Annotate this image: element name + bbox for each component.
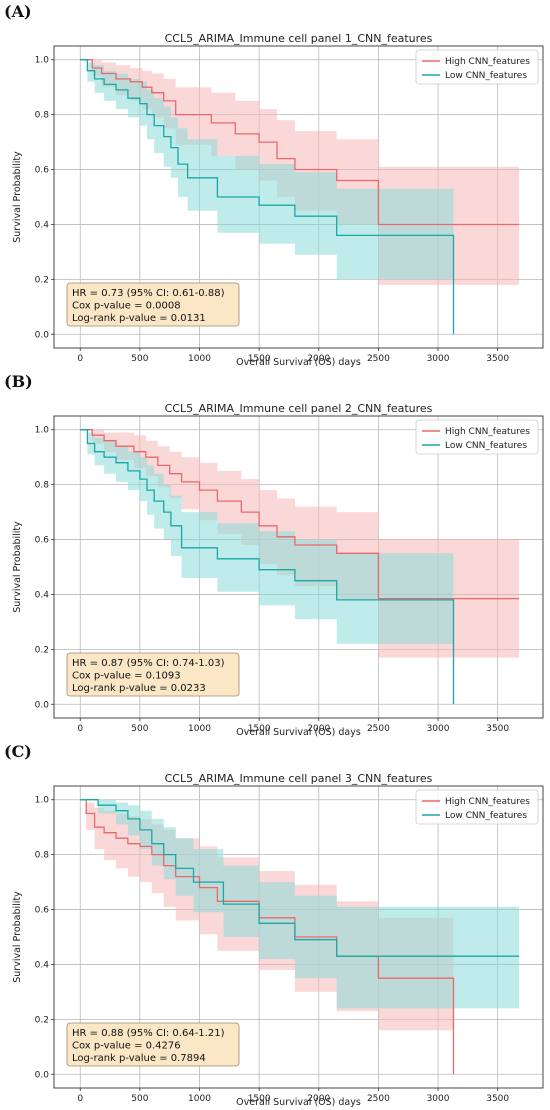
x-tick-label: 1500 — [248, 354, 271, 364]
y-tick-label: 0.8 — [35, 111, 50, 121]
x-tick-label: 3500 — [486, 354, 509, 364]
survival-line-high — [80, 59, 520, 226]
plot-frame — [53, 785, 544, 1089]
survival-line-high — [80, 429, 520, 600]
y-tick-label: 0.2 — [35, 1015, 49, 1025]
y-tick-label: 0.2 — [35, 645, 49, 655]
x-tick-label: 500 — [131, 354, 148, 364]
x-tick-label: 3000 — [427, 1094, 450, 1104]
stats-box: HR = 0.87 (95% CI: 0.74-1.03) Cox p-value… — [66, 652, 240, 697]
y-tick-label: 0.4 — [35, 960, 50, 970]
stats-box-bg — [66, 282, 240, 327]
x-tick-label: 1500 — [248, 724, 271, 734]
survival-line-high — [80, 799, 455, 1075]
x-tick-label: 3000 — [427, 724, 450, 734]
panel-a: (A) CCL5_ARIMA_Immune cell panel 1_CNN_f… — [0, 0, 550, 370]
x-axis-label: Overall Survival (OS) days — [236, 727, 361, 738]
legend-box — [415, 419, 539, 455]
x-tick-label: 3000 — [427, 354, 450, 364]
panel-b: (B) CCL5_ARIMA_Immune cell panel 2_CNN_f… — [0, 370, 550, 740]
y-tick-label: 1.0 — [35, 796, 50, 806]
y-tick-label: 0.4 — [35, 220, 50, 230]
x-axis-label: Overall Survival (OS) days — [236, 1097, 361, 1108]
y-tick-label: 1.0 — [35, 56, 50, 66]
y-tick-label: 0.0 — [35, 330, 50, 340]
x-tick-label: 2500 — [367, 724, 390, 734]
legend-label-low: Low CNN_features — [445, 71, 527, 81]
stats-line: Log-rank p-value = 0.0131 — [72, 313, 206, 324]
x-tick-label: 2500 — [367, 354, 390, 364]
x-tick-label: 2000 — [307, 354, 330, 364]
x-tick-label: 0 — [77, 1094, 83, 1104]
x-tick-label: 2000 — [307, 1094, 330, 1104]
legend: High CNN_features Low CNN_features — [415, 49, 539, 85]
chart-title: CCL5_ARIMA_Immune cell panel 3_CNN_featu… — [165, 772, 433, 785]
chart-title: CCL5_ARIMA_Immune cell panel 1_CNN_featu… — [165, 32, 433, 45]
stats-line: Cox p-value = 0.1093 — [72, 671, 181, 682]
x-tick-label: 500 — [131, 1094, 148, 1104]
stats-box: HR = 0.73 (95% CI: 0.61-0.88) Cox p-value… — [66, 282, 240, 327]
y-tick-label: 0.6 — [35, 166, 50, 176]
stats-line: HR = 0.87 (95% CI: 0.74-1.03) — [72, 658, 225, 669]
plot-frame — [53, 415, 544, 719]
stats-box-bg — [66, 652, 240, 697]
y-tick-label: 0.8 — [35, 851, 50, 861]
legend-label-high: High CNN_features — [445, 797, 530, 807]
x-tick-label: 1500 — [248, 1094, 271, 1104]
y-tick-label: 1.0 — [35, 426, 50, 436]
y-tick-label: 0.4 — [35, 590, 50, 600]
x-tick-label: 0 — [77, 724, 83, 734]
legend-label-high: High CNN_features — [445, 57, 530, 67]
x-tick-label: 1000 — [188, 724, 211, 734]
stats-line: Cox p-value = 0.4276 — [72, 1041, 181, 1052]
chart-title: CCL5_ARIMA_Immune cell panel 2_CNN_featu… — [165, 402, 433, 415]
stats-line: Cox p-value = 0.0008 — [72, 301, 181, 312]
x-tick-label: 1000 — [188, 1094, 211, 1104]
stats-box-bg — [66, 1022, 240, 1067]
km-chart-c: CCL5_ARIMA_Immune cell panel 3_CNN_featu… — [12, 772, 544, 1108]
stats-line: Log-rank p-value = 0.0233 — [72, 683, 206, 694]
legend-label-high: High CNN_features — [445, 427, 530, 437]
plot-frame — [53, 45, 544, 349]
x-axis-label: Overall Survival (OS) days — [236, 357, 361, 368]
stats-line: Log-rank p-value = 0.7894 — [72, 1053, 206, 1064]
y-tick-label: 0.2 — [35, 275, 49, 285]
legend-label-low: Low CNN_features — [445, 441, 527, 451]
ci-band-low — [80, 799, 520, 1009]
y-axis-label: Survival Probability — [12, 891, 23, 983]
y-axis-label: Survival Probability — [12, 151, 23, 243]
legend-box — [415, 789, 539, 825]
y-tick-label: 0.6 — [35, 906, 50, 916]
y-tick-label: 0.8 — [35, 481, 50, 491]
stats-box: HR = 0.88 (95% CI: 0.64-1.21) Cox p-value… — [66, 1022, 240, 1067]
legend-box — [415, 49, 539, 85]
survival-line-low — [80, 59, 455, 335]
x-tick-label: 500 — [131, 724, 148, 734]
survival-line-low — [80, 429, 455, 705]
y-tick-label: 0.6 — [35, 536, 50, 546]
legend: High CNN_features Low CNN_features — [415, 789, 539, 825]
survival-line-low — [80, 799, 520, 957]
panel-label: (A) — [4, 2, 32, 21]
y-tick-label: 0.0 — [35, 1070, 50, 1080]
panel-label: (B) — [4, 372, 33, 391]
x-tick-label: 2500 — [367, 1094, 390, 1104]
km-chart-a: CCL5_ARIMA_Immune cell panel 1_CNN_featu… — [12, 32, 544, 368]
legend-label-low: Low CNN_features — [445, 811, 527, 821]
x-tick-label: 0 — [77, 354, 83, 364]
panel-label: (C) — [4, 742, 32, 761]
x-tick-label: 1000 — [188, 354, 211, 364]
x-tick-label: 3500 — [486, 1094, 509, 1104]
ci-band-low — [80, 59, 454, 335]
y-axis-label: Survival Probability — [12, 521, 23, 613]
x-tick-label: 2000 — [307, 724, 330, 734]
stats-line: HR = 0.88 (95% CI: 0.64-1.21) — [72, 1028, 225, 1039]
y-tick-label: 0.0 — [35, 700, 50, 710]
stats-line: HR = 0.73 (95% CI: 0.61-0.88) — [72, 288, 225, 299]
x-tick-label: 3500 — [486, 724, 509, 734]
panel-c: (C) CCL5_ARIMA_Immune cell panel 3_CNN_f… — [0, 740, 550, 1110]
km-chart-b: CCL5_ARIMA_Immune cell panel 2_CNN_featu… — [12, 402, 544, 738]
legend: High CNN_features Low CNN_features — [415, 419, 539, 455]
ci-band-low — [80, 429, 454, 705]
